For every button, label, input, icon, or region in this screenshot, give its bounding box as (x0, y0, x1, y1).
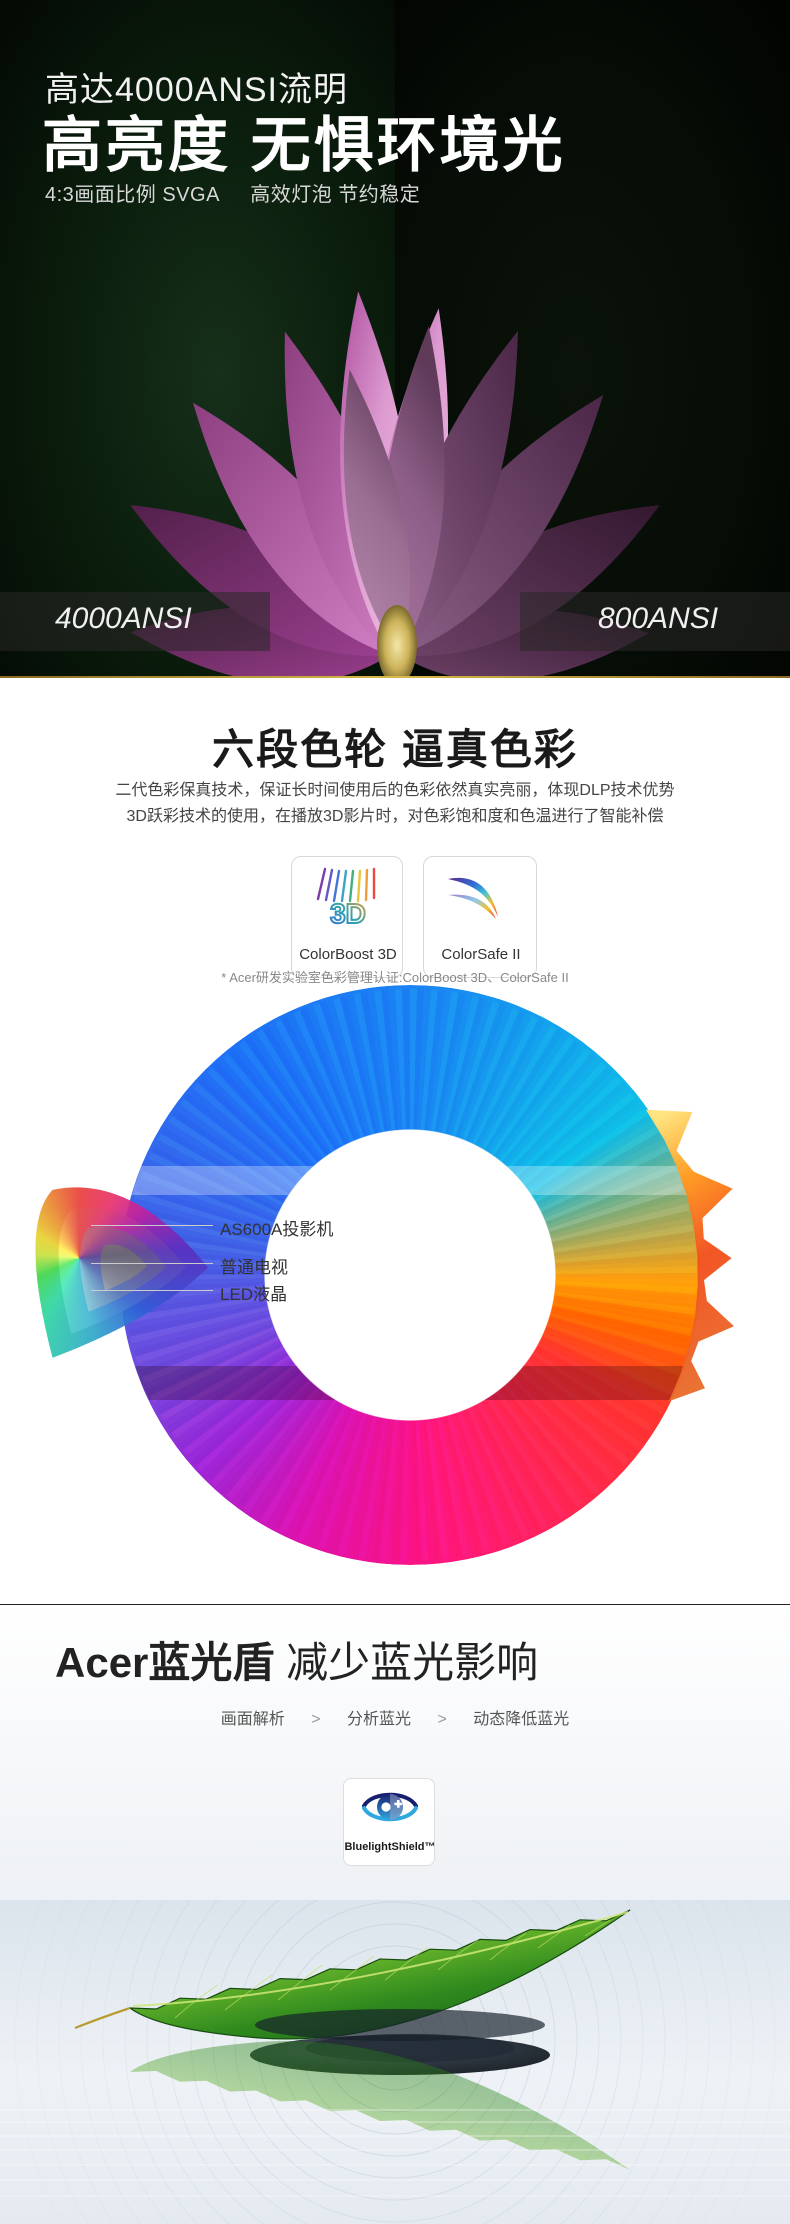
svg-text:3D: 3D (330, 898, 366, 929)
